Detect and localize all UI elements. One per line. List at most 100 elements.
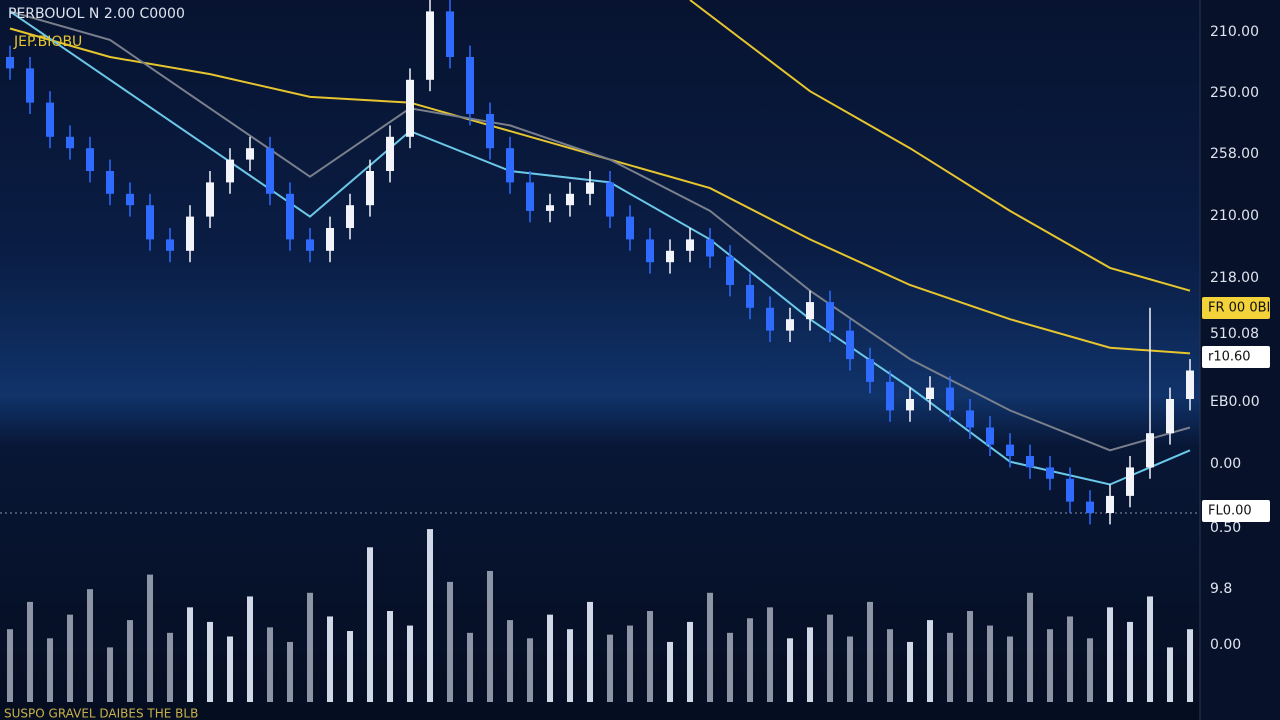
volume-bar [767, 607, 773, 702]
volume-bar [107, 647, 113, 702]
volume-bar [787, 638, 793, 702]
volume-bar [687, 621, 693, 702]
volume-bar [907, 641, 913, 702]
price-box [1202, 297, 1270, 319]
candle-body [1066, 478, 1074, 502]
volume-bar [547, 614, 553, 702]
candle-body [606, 182, 614, 217]
volume-bar [427, 529, 433, 702]
chart-subtitle: JEP.BIOBU [13, 34, 82, 50]
price-boxes: FR 00 0BI r10.60 FL0.00 [1202, 297, 1270, 522]
candle-body [746, 285, 754, 308]
volume-bar [27, 601, 33, 702]
axis-label: 258.00 [1210, 146, 1259, 162]
volume-bar [667, 641, 673, 702]
candle-body [226, 159, 234, 183]
volume-bar [1107, 607, 1113, 702]
candle-body [646, 239, 654, 263]
axis-label: 0.00 [1210, 637, 1241, 653]
volume-bar [267, 627, 273, 702]
axis-label: 9.8 [1210, 581, 1232, 597]
volume-bar [947, 632, 953, 702]
volume-bar [167, 632, 173, 702]
candle-body [426, 11, 434, 80]
candle-body [206, 182, 214, 217]
volume-bar [607, 634, 613, 702]
candle-body [126, 193, 134, 206]
candle-body [806, 302, 814, 320]
volume-bar [307, 592, 313, 702]
candle-body [666, 250, 674, 263]
candle-body [1006, 444, 1014, 456]
candle-body [1106, 495, 1114, 513]
plot [0, 0, 1200, 702]
candle-body [1026, 456, 1034, 468]
volume-bar [807, 627, 813, 702]
candle-body [106, 171, 114, 194]
candle-body [1046, 467, 1054, 479]
volume-bar [507, 620, 513, 702]
candle-body [366, 171, 374, 206]
volume-bar [587, 601, 593, 702]
volume-bar [927, 620, 933, 702]
volume-bar [447, 581, 453, 702]
volume-bar [887, 629, 893, 702]
axis-label: EB0.00 [1210, 394, 1260, 410]
volume-bar [527, 638, 533, 702]
moving-average [689, 0, 1191, 292]
candle-body [66, 136, 74, 149]
volume-bar [827, 614, 833, 702]
candle-body [1086, 501, 1094, 513]
candle-body [166, 239, 174, 251]
candle-body [1126, 467, 1134, 496]
candle-body [686, 239, 694, 251]
candle-body [586, 182, 594, 194]
volume-bar [407, 625, 413, 702]
price-box [1202, 346, 1270, 368]
axis-label: 210.00 [1210, 24, 1259, 40]
candle-body [826, 302, 834, 331]
axis-label: 218.00 [1210, 270, 1259, 286]
candle-body [526, 182, 534, 211]
volume-bar [247, 596, 253, 702]
axis-label: 210.00 [1210, 208, 1259, 224]
candle-body [306, 239, 314, 251]
candle-body [26, 68, 34, 103]
axis-label: 0.00 [1210, 456, 1241, 472]
chart-title: PERBOUOL N 2.00 C0000 [8, 6, 185, 22]
volume-bar [867, 601, 873, 702]
axis-label: 0.50 [1210, 520, 1241, 536]
volume-bar [127, 620, 133, 702]
candle-body [786, 319, 794, 331]
candle-body [1166, 399, 1174, 434]
candle-body [866, 359, 874, 382]
volume-bar [647, 611, 653, 702]
footer: SUSPO GRAVEL DAIBES THE BLB [4, 707, 198, 720]
volume-bar [67, 614, 73, 702]
volume-bar [1007, 636, 1013, 702]
candle-body [846, 330, 854, 360]
candle-body [986, 427, 994, 445]
candle-body [966, 410, 974, 428]
candle-body [266, 148, 274, 194]
candle-body [946, 387, 954, 411]
candle-body [1186, 370, 1194, 399]
axis-labels: 210.00 250.00 258.00 210.00 218.00 510.0… [1210, 24, 1260, 653]
candle-body [286, 193, 294, 240]
candle-body [926, 387, 934, 399]
candle-body [346, 205, 354, 228]
moving-average [9, 10, 1191, 452]
volume-bar [987, 625, 993, 702]
candle-body [46, 102, 54, 137]
candle-body [766, 307, 774, 331]
volume-bar [287, 641, 293, 702]
volume-bar [227, 636, 233, 702]
candle-body [246, 148, 254, 160]
candle-body [146, 205, 154, 240]
volume-bar [1147, 596, 1153, 702]
candle-body [506, 148, 514, 183]
volume-bar [1087, 638, 1093, 702]
volume-bar [47, 638, 53, 702]
price-box-label: FL0.00 [1208, 504, 1252, 519]
